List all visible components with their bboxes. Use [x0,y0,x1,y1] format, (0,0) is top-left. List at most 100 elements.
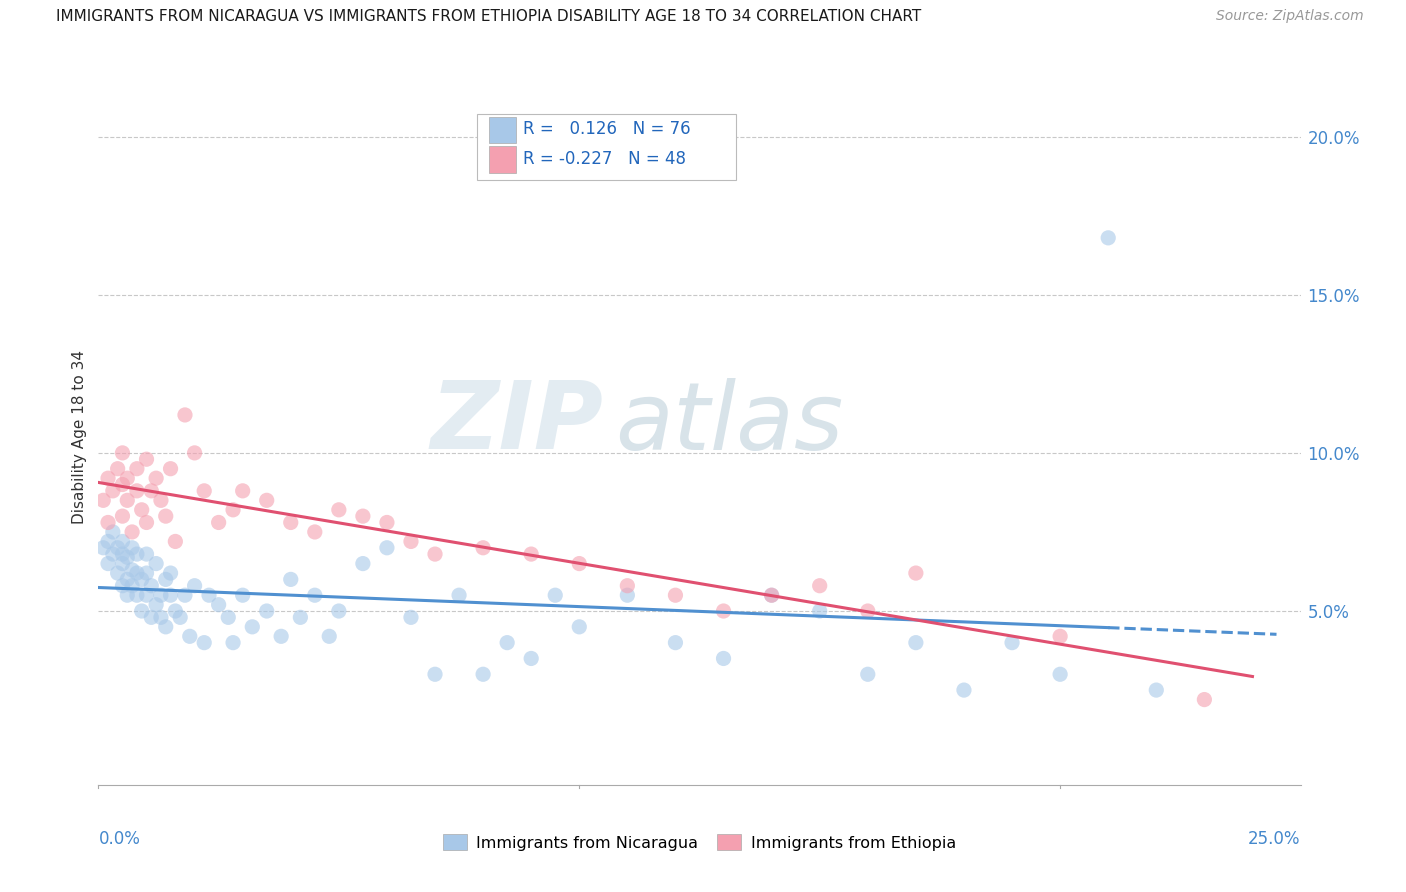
Text: R =   0.126   N = 76: R = 0.126 N = 76 [523,120,690,138]
Point [1049,629,1071,643]
Point [222,635,245,649]
Point [232,483,254,498]
Point [91,541,114,555]
Point [328,604,350,618]
Point [953,683,976,698]
FancyBboxPatch shape [477,113,735,179]
Point [616,579,638,593]
Text: ZIP: ZIP [430,377,603,469]
Point [616,588,638,602]
Point [568,557,591,571]
Point [856,667,879,681]
Point [1001,635,1024,649]
Point [165,604,187,618]
Point [856,604,879,618]
Point [399,534,422,549]
Point [135,547,157,561]
Point [125,483,148,498]
Point [107,461,129,475]
Point [111,477,134,491]
Point [111,534,134,549]
Point [159,461,181,475]
Point [318,629,340,643]
Point [664,635,686,649]
Point [1194,692,1216,706]
Point [193,483,215,498]
Point [568,620,591,634]
Point [208,598,231,612]
Text: IMMIGRANTS FROM NICARAGUA VS IMMIGRANTS FROM ETHIOPIA DISABILITY AGE 18 TO 34 CO: IMMIGRANTS FROM NICARAGUA VS IMMIGRANTS … [56,9,921,24]
Point [111,557,134,571]
Point [399,610,422,624]
Point [97,557,120,571]
Point [135,588,157,602]
Point [290,610,312,624]
Point [149,493,172,508]
Point [97,534,120,549]
Point [117,493,139,508]
Point [232,588,254,602]
Point [141,610,163,624]
Point [97,471,120,485]
Point [111,446,134,460]
Point [97,516,120,530]
Point [107,541,129,555]
Point [117,573,139,587]
Text: 25.0%: 25.0% [1249,830,1301,848]
Point [174,588,197,602]
Point [423,547,446,561]
Point [107,566,129,580]
Point [904,566,927,580]
Point [304,524,326,539]
Point [131,503,153,517]
Point [117,550,139,565]
Point [111,579,134,593]
Point [1144,683,1167,698]
Point [131,604,153,618]
Point [125,547,148,561]
Bar [489,117,516,144]
Point [1049,667,1071,681]
Point [256,604,278,618]
Point [135,516,157,530]
Point [472,667,495,681]
Point [904,635,927,649]
Point [761,588,783,602]
Point [125,588,148,602]
Point [155,620,177,634]
Point [131,573,153,587]
Point [713,651,735,665]
Point [713,604,735,618]
Point [121,541,143,555]
Point [121,524,143,539]
Point [256,493,278,508]
Text: atlas: atlas [616,377,844,468]
Point [198,588,221,602]
Point [240,620,263,634]
Point [174,408,197,422]
Point [1097,231,1119,245]
Point [328,503,350,517]
Point [149,588,172,602]
Point [520,547,543,561]
Point [111,509,134,524]
Point [141,579,163,593]
Point [222,503,245,517]
Point [117,588,139,602]
Point [375,516,398,530]
Point [165,534,187,549]
Point [145,557,167,571]
Point [472,541,495,555]
Point [169,610,191,624]
Point [155,509,177,524]
Point [304,588,326,602]
Point [761,588,783,602]
Point [179,629,201,643]
Point [91,493,114,508]
Point [159,588,181,602]
Point [135,452,157,467]
Point [280,573,302,587]
Point [375,541,398,555]
Point [111,547,134,561]
Point [149,610,172,624]
